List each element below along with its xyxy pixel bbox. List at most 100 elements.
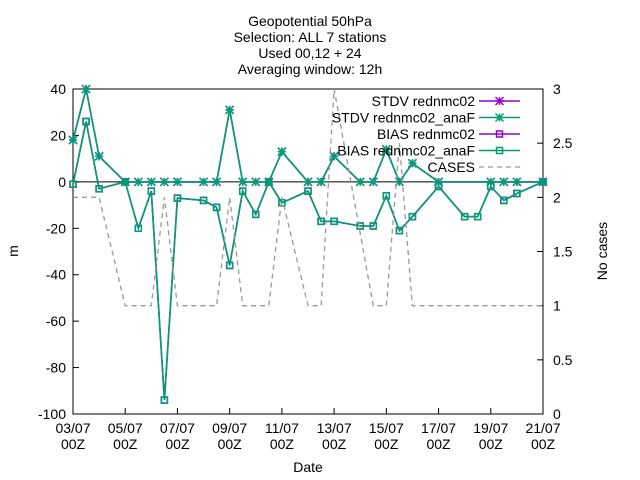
y-tick-label: -100 xyxy=(38,406,66,422)
data-point-square xyxy=(252,210,260,219)
data-point-square xyxy=(487,182,495,191)
data-point-square xyxy=(225,261,234,270)
data-point-star xyxy=(81,84,91,94)
data-point-star xyxy=(159,177,169,187)
data-point-square xyxy=(199,196,208,205)
data-point-star xyxy=(499,177,509,187)
y-tick-label: -80 xyxy=(46,360,66,376)
legend-label: BIAS rednmc02_anaF xyxy=(337,143,475,159)
legend-marker-star xyxy=(494,96,505,106)
legend-label: STDV rednmc02_anaF xyxy=(332,110,475,126)
y-tick-label: 40 xyxy=(50,81,66,97)
data-point-square xyxy=(330,217,338,226)
data-point-square xyxy=(539,178,547,186)
x-tick-date-label: 11/07 xyxy=(265,420,299,436)
x-tick-hour-label: 00Z xyxy=(113,436,138,452)
series-line xyxy=(72,121,544,401)
x-tick-hour-label: 00Z xyxy=(270,436,295,452)
data-point-square xyxy=(369,222,378,230)
title-line-4: Averaging window: 12h xyxy=(238,61,383,77)
y2-tick-label: 1.5 xyxy=(553,244,573,260)
title-line-3: Used 00,12 + 24 xyxy=(258,45,361,61)
title-line-1: Geopotential 50hPa xyxy=(248,13,372,29)
data-point-square xyxy=(460,212,469,221)
y2-tick-label: 3 xyxy=(553,81,561,97)
x-tick-date-label: 05/07 xyxy=(108,420,143,436)
y-tick-label: 0 xyxy=(58,174,66,190)
data-point-star xyxy=(172,177,182,187)
data-point-star xyxy=(225,105,235,115)
series-3 xyxy=(69,117,547,404)
data-point-star xyxy=(94,151,104,161)
series-layer xyxy=(68,84,548,404)
data-point-square xyxy=(265,178,273,186)
data-point-star xyxy=(329,151,339,161)
data-point-square xyxy=(473,212,482,221)
series-4 xyxy=(73,88,543,307)
series-line xyxy=(73,88,543,307)
x-tick-date-label: 13/07 xyxy=(317,420,352,436)
data-point-star xyxy=(68,135,78,145)
x-tick-hour-label: 00Z xyxy=(165,436,190,452)
data-point-star xyxy=(146,177,156,187)
data-point-square xyxy=(121,178,129,186)
data-point-star xyxy=(212,177,222,187)
data-point-star xyxy=(407,158,417,168)
x-tick-date-label: 09/07 xyxy=(212,420,247,436)
y2-tick-label: 2.5 xyxy=(553,135,573,151)
data-point-square xyxy=(147,187,156,195)
chart-title: Geopotential 50hPa Selection: ALL 7 stat… xyxy=(234,13,387,77)
x-tick-date-label: 21/07 xyxy=(525,420,560,436)
title-line-2: Selection: ALL 7 stations xyxy=(234,29,387,45)
data-point-star xyxy=(303,177,313,187)
x-tick-hour-label: 00Z xyxy=(322,436,347,452)
data-point-star xyxy=(238,177,248,187)
data-point-square xyxy=(238,187,247,195)
legend-label: BIAS rednmc02 xyxy=(377,126,475,142)
data-point-square xyxy=(500,196,508,205)
x-tick-hour-label: 00Z xyxy=(218,436,243,452)
y2-tick-label: 0 xyxy=(553,406,561,422)
data-point-star xyxy=(133,177,143,187)
data-point-square xyxy=(82,117,90,126)
x-tick-hour-label: 00Z xyxy=(61,436,86,452)
data-point-square xyxy=(69,180,77,188)
series-0 xyxy=(68,84,548,187)
x-tick-date-label: 03/07 xyxy=(55,420,90,436)
data-point-square xyxy=(212,203,221,212)
x-tick-hour-label: 00Z xyxy=(479,436,504,452)
legend-label: STDV rednmc02 xyxy=(372,93,476,109)
x-tick-hour-label: 00Z xyxy=(531,436,556,452)
y-axis-label: m xyxy=(5,245,21,257)
data-point-star xyxy=(277,147,287,157)
data-point-square xyxy=(134,224,143,233)
data-point-square xyxy=(513,189,521,198)
legend-label: CASES xyxy=(428,159,475,175)
x-tick-hour-label: 00Z xyxy=(426,436,451,452)
data-point-square xyxy=(173,194,182,202)
series-line xyxy=(72,88,543,184)
y2-tick-label: 0.5 xyxy=(553,352,573,368)
data-point-square xyxy=(160,396,169,404)
data-point-star xyxy=(368,177,378,187)
legend-marker-star xyxy=(494,112,505,123)
x-tick-date-label: 07/07 xyxy=(160,420,195,436)
legend-marker-square xyxy=(495,130,504,138)
y-tick-label: -40 xyxy=(46,267,66,283)
x-tick-date-label: 19/07 xyxy=(473,420,508,436)
y-tick-label: 20 xyxy=(50,127,66,143)
data-point-star xyxy=(251,177,261,187)
data-point-star xyxy=(512,177,522,187)
data-point-star xyxy=(316,177,326,187)
y2-axis-label: No cases xyxy=(594,222,610,280)
data-point-square xyxy=(434,182,443,191)
data-point-star xyxy=(381,144,391,154)
x-tick-hour-label: 00Z xyxy=(374,436,399,452)
data-point-star xyxy=(199,177,209,187)
y2-axis: 0 0.5 1 1.5 2 2.5 3 xyxy=(537,81,573,422)
y-tick-label: -20 xyxy=(46,220,66,236)
series-1 xyxy=(68,84,548,187)
x-tick-date-label: 15/07 xyxy=(369,420,404,436)
